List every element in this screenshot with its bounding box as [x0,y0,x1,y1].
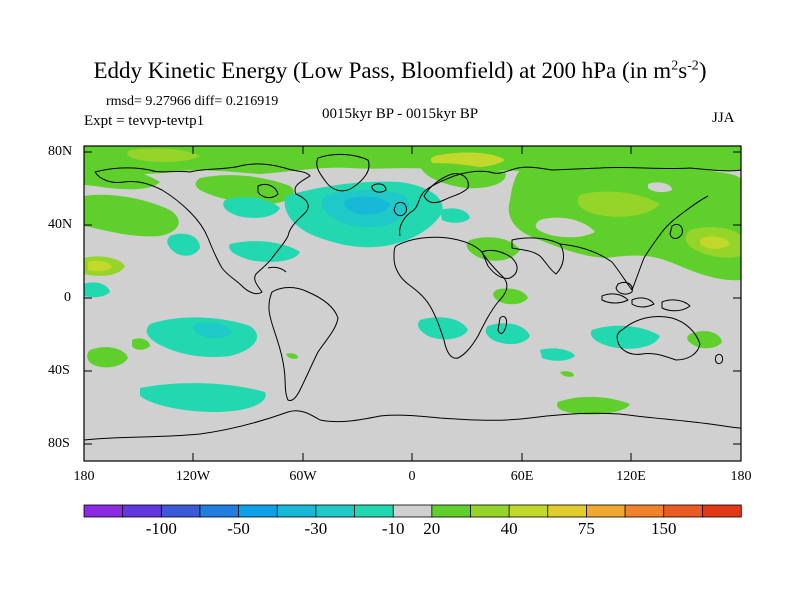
colorbar-swatch [354,504,394,518]
contour-pacific-negative [84,282,110,298]
x-tick-label: 180 [73,469,95,484]
colorbar-label: 75 [577,519,595,538]
contour-asia-positive [508,162,741,281]
coastline-madagascar [497,315,507,334]
season-label: JJA [712,110,735,126]
coastline-south-asia [511,237,564,275]
colorbar-swatch [122,504,163,518]
colorbar-swatch [663,504,704,518]
contour-asia-gap-1 [535,217,595,238]
x-tick-label: 120W [175,469,211,484]
x-tick-label: 60W [289,469,317,484]
colorbar-swatch [470,504,510,518]
contour-southern-ocean-positive [556,396,630,415]
contour-small-positive-2 [560,371,574,377]
contour-northwest-pacific-negative [167,233,200,256]
contour-indian-ocean-positive [493,288,528,305]
coastline-east-asia [559,195,709,291]
contour-south-atlantic-negative [418,317,468,340]
y-tick-label: 40N [48,217,73,232]
y-tick-label: 80S [48,436,70,451]
period-label: 0015kyr BP - 0015kyr BP [322,106,479,122]
coastline-antarctica [84,410,741,441]
contour-asia-gap-2 [648,182,672,193]
colorbar-swatch [431,504,472,518]
colorbar-label: -30 [304,519,328,538]
coastline-south-america [268,287,339,401]
contour-europe-negative [440,208,470,223]
colorbar-swatch [83,504,124,518]
contour-southern-ocean-negative [140,383,266,412]
coastline-europe [399,166,741,237]
coastline-new-zealand [715,353,723,365]
contour-north-atlantic-high [344,196,390,215]
contour-north-pacific-positive [84,194,179,237]
colorbar-swatch [392,504,433,518]
colorbar-swatch [508,504,549,518]
coastline-new-guinea [661,299,691,312]
coastline-africa [393,236,508,359]
coastline-indonesia-1 [601,293,629,304]
colorbar-swatch [276,504,317,518]
coastline-australia [616,316,701,361]
contour-arctic-patch-1 [127,148,200,163]
colorbar-swatch [547,504,588,518]
colorbar-label: 20 [423,519,441,538]
coastline-greenland [316,153,370,192]
contour-southwest-pacific-positive [87,347,128,368]
coastline-scandinavia [423,173,469,204]
contour-fill-layer [84,146,741,415]
contour-australia-negative [590,325,660,349]
colorbar-swatch [315,504,356,518]
contour-south-indian-negative [540,348,575,361]
coastline-japan [669,223,683,239]
contour-south-pacific-small-positive [132,338,150,350]
axis-ticks [84,146,741,461]
colorbar-swatch [199,504,240,518]
colorbar [83,504,742,518]
y-tick-label: 80N [48,144,73,159]
colorbar-label: 40 [500,519,518,538]
colorbar-swatch [238,504,278,518]
colorbar-swatch [586,504,626,518]
colorbar-label: -10 [381,519,405,538]
plot-title: Eddy Kinetic Energy (Low Pass, Bloomfiel… [93,58,707,83]
x-tick-label: 180 [730,469,752,484]
coastline-iceland [371,183,387,193]
contour-asia-high [699,236,730,249]
contour-us-negative [229,241,300,262]
x-tick-label: 60E [510,469,534,484]
coastline-borneo [615,281,633,295]
coastline-north-america [94,163,311,295]
experiment-label: Expt = tevvp-tevtp1 [84,113,205,129]
contour-asia-mid-1 [577,191,660,217]
contour-small-positive-1 [286,353,298,359]
coastline-caribbean [267,266,287,273]
contour-south-pacific-negative [146,317,258,358]
colorbar-label: -50 [227,519,250,538]
contour-tropical-pacific-high [88,260,112,272]
coastlines [84,153,741,441]
coastline-indonesia-2 [631,297,655,308]
contour-south-pacific-mid [193,322,232,339]
y-tick-label: 0 [64,290,71,305]
colorbar-swatch [160,504,201,518]
coastline-hudson-bay [257,183,279,199]
x-tick-label: 120E [616,469,646,484]
x-tick-label: 0 [408,469,416,484]
stats-label: rmsd= 9.27966 diff= 0.216919 [106,94,279,109]
contour-canada-negative [223,197,280,218]
y-tick-label: 40S [48,363,70,378]
contour-north-america-positive [195,175,294,204]
colorbar-swatch [701,504,742,518]
contour-south-africa-negative [485,323,530,345]
coastline-arabia [481,249,518,279]
colorbar-label: -100 [145,519,177,538]
colorbar-swatch [624,504,665,518]
coastline-british-isles [393,201,407,217]
colorbar-label: 150 [650,519,677,538]
